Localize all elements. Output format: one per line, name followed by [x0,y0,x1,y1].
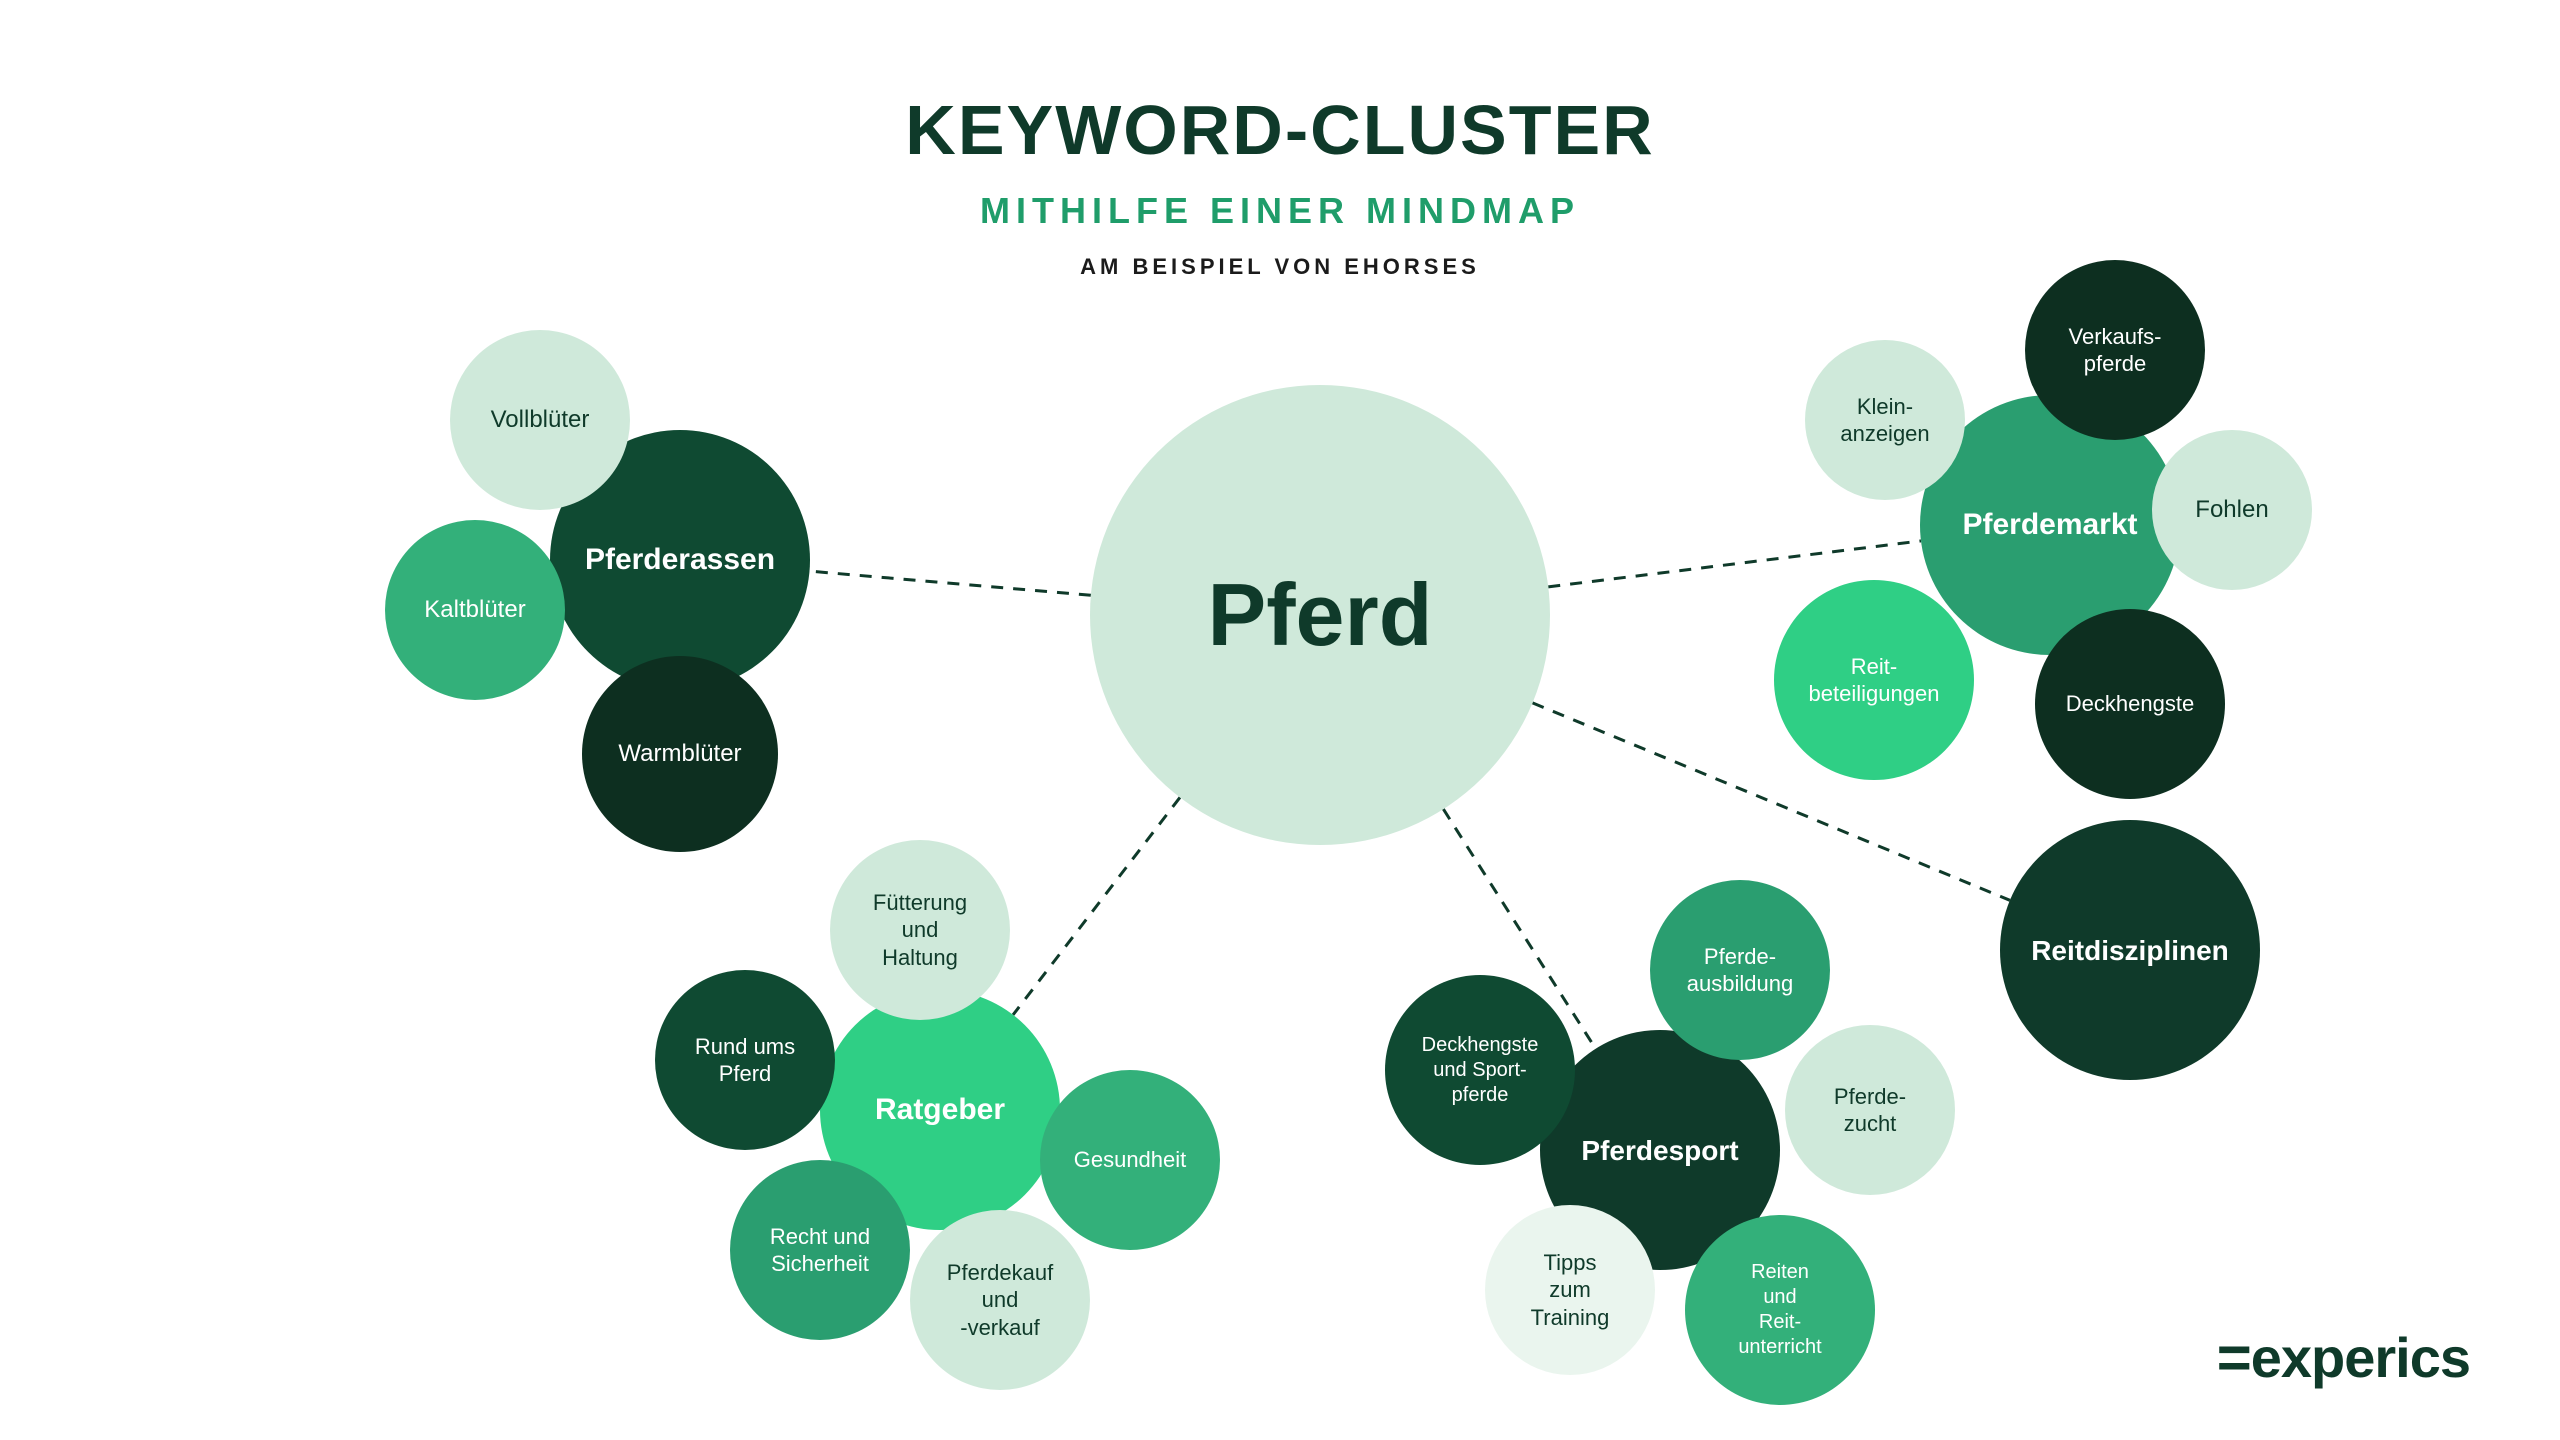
node-label: Pferdekaufund-verkauf [947,1259,1053,1342]
node-label: Pferdesport [1581,1133,1738,1168]
node-reitdisziplinen: Reitdisziplinen [2000,820,2260,1080]
node-label: Pferderassen [585,541,775,579]
node-label: Klein-anzeigen [1840,393,1929,448]
title-sub: MITHILFE EINER MINDMAP [0,190,2560,232]
edge-center-pferderassen [810,571,1091,595]
node-rechtsich: Recht undSicherheit [730,1160,910,1340]
node-pferdezucht: Pferde-zucht [1785,1025,1955,1195]
node-label: Warmblüter [618,739,741,769]
node-reitbeteilig: Reit-beteiligungen [1774,580,1974,780]
node-label: Recht undSicherheit [770,1223,870,1278]
node-label: FütterungundHaltung [873,889,967,972]
logo: = experics [2216,1325,2470,1390]
node-label: Ratgeber [875,1091,1005,1129]
mindmap-canvas: KEYWORD-CLUSTER MITHILFE EINER MINDMAP A… [0,0,2560,1440]
edge-center-ratgeber [1013,797,1180,1014]
node-label: Reitdisziplinen [2031,933,2229,968]
node-label: Pferdemarkt [1962,506,2137,544]
node-vollblueter: Vollblüter [450,330,630,510]
node-label: Deckhengsteund Sport-pferde [1422,1033,1539,1108]
node-gesundheit: Gesundheit [1040,1070,1220,1250]
node-label: Reit-beteiligungen [1809,653,1940,708]
node-verkaufspferde: Verkaufs-pferde [2025,260,2205,440]
node-label: Rund umsPferd [695,1033,795,1088]
node-label: TippszumTraining [1531,1249,1610,1332]
node-pferdeausb: Pferde-ausbildung [1650,880,1830,1060]
title-main: KEYWORD-CLUSTER [0,90,2560,170]
node-pferdekauf: Pferdekaufund-verkauf [910,1210,1090,1390]
node-tippstraining: TippszumTraining [1485,1205,1655,1375]
node-deckhengste2: Deckhengsteund Sport-pferde [1385,975,1575,1165]
node-label: Verkaufs-pferde [2069,323,2162,378]
node-kleinanzeigen: Klein-anzeigen [1805,340,1965,500]
node-label: Fohlen [2195,495,2268,525]
title-small: AM BEISPIEL VON EHORSES [0,254,2560,280]
logo-mark: = [2216,1328,2249,1388]
node-center: Pferd [1090,385,1550,845]
node-label: Gesundheit [1074,1146,1187,1174]
node-warmblueter: Warmblüter [582,656,778,852]
node-label: ReitenundReit-unterricht [1738,1260,1821,1360]
node-label: Pferde-zucht [1834,1083,1906,1138]
node-label: Pferde-ausbildung [1687,943,1793,998]
node-reitenreit: ReitenundReit-unterricht [1685,1215,1875,1405]
node-fuetterung: FütterungundHaltung [830,840,1010,1020]
node-label: Kaltblüter [424,595,525,625]
node-kaltblueter: Kaltblüter [385,520,565,700]
node-deckhengste1: Deckhengste [2035,609,2225,799]
node-label: Deckhengste [2066,690,2194,718]
node-label: Vollblüter [491,405,590,435]
node-fohlen: Fohlen [2152,430,2312,590]
node-label: Pferd [1208,560,1433,670]
node-rundums: Rund umsPferd [655,970,835,1150]
logo-text: experics [2251,1325,2470,1390]
